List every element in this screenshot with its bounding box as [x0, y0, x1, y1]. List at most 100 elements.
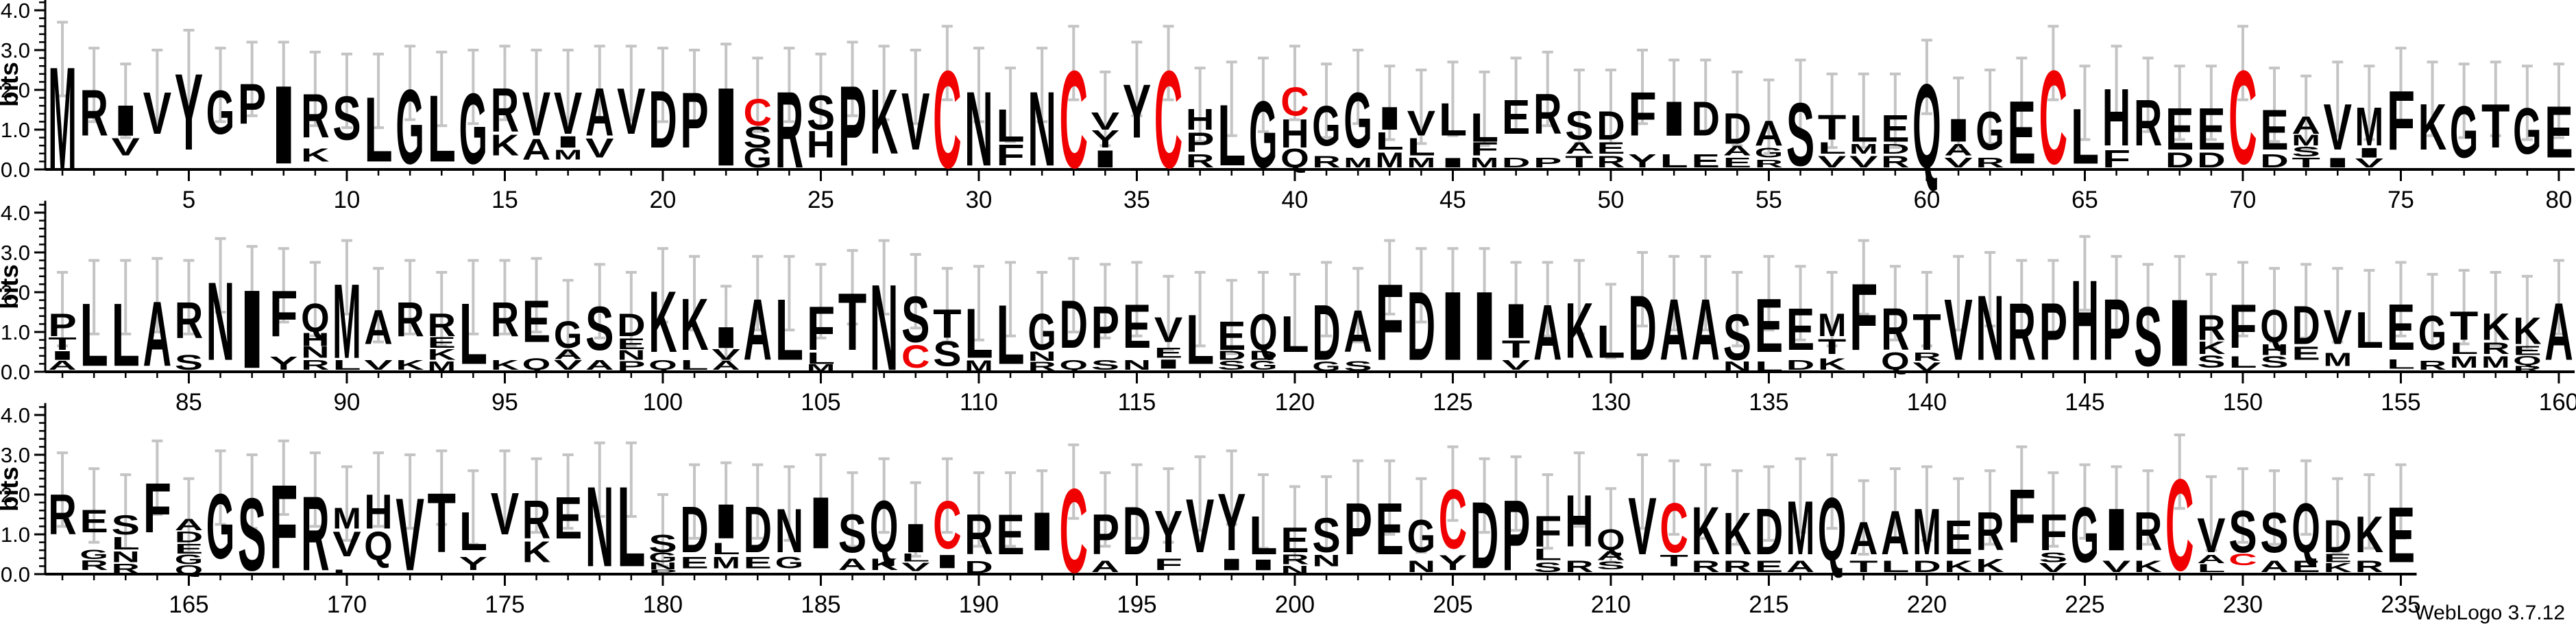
- logo-letter: N: [1280, 563, 1309, 577]
- error-bar: [2205, 64, 2217, 141]
- logo-letter: R: [1312, 152, 1340, 171]
- logo-stack: Y: [1123, 69, 1151, 154]
- error-bar: [151, 49, 163, 126]
- x-tick-label: 100: [643, 389, 683, 416]
- error-bar: [1826, 271, 1838, 348]
- logo-letter: V: [712, 346, 740, 364]
- x-tick-label: 140: [1907, 389, 1947, 416]
- logo-letter: P: [680, 77, 708, 165]
- logo-letter: S: [1312, 508, 1340, 562]
- logo-letter: D: [175, 529, 203, 546]
- logo-letter: V: [491, 480, 520, 547]
- logo-letter: P: [648, 569, 677, 576]
- logo-letter: F: [1628, 80, 1656, 150]
- logo-letter: K: [1944, 557, 1972, 575]
- error-bar: [1005, 471, 1017, 548]
- logo-letter: H: [364, 484, 392, 538]
- logo-letter: A: [1091, 557, 1119, 575]
- error-bar: [973, 471, 984, 548]
- logo-stack: L: [2355, 301, 2383, 359]
- x-tick-label: 225: [2065, 591, 2104, 618]
- logo-letter: E: [1755, 557, 1783, 575]
- logo-letter: I: [112, 97, 140, 145]
- logo-letter: A: [1786, 557, 1814, 575]
- error-bar: [847, 471, 858, 548]
- y-axis-title: bits: [0, 264, 23, 309]
- error-bar: [783, 465, 795, 542]
- error-bar: [1352, 267, 1364, 344]
- logo-letter: S: [744, 121, 772, 154]
- logo-stack: S: [1786, 85, 1814, 185]
- error-bar: [57, 21, 69, 97]
- logo-letter: R: [1755, 158, 1783, 170]
- error-bar: [625, 271, 637, 348]
- logo-letter: K: [1565, 287, 1593, 376]
- logo-stack: K: [870, 70, 898, 174]
- error-bar: [720, 43, 732, 119]
- logo-letter: D: [1217, 348, 1246, 363]
- logo-letter: S: [838, 503, 866, 565]
- logo-letter: D: [1312, 289, 1340, 378]
- logo-letter: E: [80, 503, 108, 540]
- logo-letter: I: [554, 132, 582, 151]
- logo-letter: I: [2324, 155, 2352, 170]
- logo-stack: F: [1849, 265, 1878, 370]
- logo-letter: Q: [2260, 300, 2288, 352]
- error-bar: [1953, 477, 1965, 554]
- error-bar: [499, 449, 511, 526]
- logo-letter: L: [364, 78, 392, 181]
- error-bar: [2332, 60, 2344, 137]
- logo-letter: E: [1596, 139, 1625, 157]
- logo-stack: LM: [964, 294, 993, 375]
- error-bar: [467, 49, 479, 126]
- error-bar: [941, 25, 953, 102]
- error-bar: [1542, 50, 1553, 128]
- logo-stack: ED: [1502, 89, 1530, 171]
- error-bar: [1163, 25, 1174, 102]
- logo-stack: LI: [1249, 506, 1277, 573]
- logo-stack: MTK: [1818, 306, 1847, 373]
- logo-letter: K: [648, 272, 677, 370]
- logo-stack: P: [1344, 488, 1372, 571]
- logo-letter: I: [1028, 501, 1056, 562]
- error-bar: [2427, 272, 2438, 350]
- error-bar: [689, 254, 701, 332]
- error-bar: [436, 271, 448, 348]
- error-bar: [1447, 60, 1459, 137]
- logo-letter: M: [428, 358, 456, 374]
- logo-letter: R: [1881, 152, 1909, 171]
- error-bar: [88, 47, 100, 123]
- error-bar: [1036, 469, 1048, 546]
- logo-stack: ML: [332, 262, 361, 381]
- logo-letter: T: [1660, 551, 1688, 570]
- error-bar: [1068, 257, 1080, 333]
- error-bar: [1637, 251, 1649, 328]
- logo-letter: L: [1280, 305, 1309, 363]
- logo-stack: FY: [1628, 80, 1656, 172]
- logo-letter: D: [2197, 148, 2225, 172]
- logo-letter: H: [1186, 103, 1214, 136]
- error-bar: [973, 47, 984, 123]
- error-bar: [783, 47, 795, 123]
- logo-letter: V: [1944, 155, 1973, 170]
- logo-stack: Q: [1818, 479, 1846, 580]
- x-tick-label: 125: [1433, 389, 1472, 416]
- logo-letter: A: [1344, 298, 1372, 365]
- x-tick-label: 120: [1275, 389, 1315, 416]
- logo-stack: DEK: [2324, 511, 2353, 575]
- logo-letter: R: [491, 292, 519, 346]
- logo-letter: G: [1344, 77, 1372, 165]
- error-bar: [1731, 469, 1743, 546]
- logo-letter: F: [2039, 503, 2067, 561]
- error-bar: [246, 245, 258, 322]
- logo-stack: I: [1470, 271, 1498, 381]
- logo-stack: KR: [2355, 506, 2383, 575]
- logo-stack: S: [332, 84, 361, 153]
- logo-letter: I: [1154, 357, 1182, 371]
- logo-stack: SN: [1312, 508, 1340, 569]
- error-bar: [2205, 272, 2217, 350]
- logo-stack: GN: [1407, 511, 1435, 575]
